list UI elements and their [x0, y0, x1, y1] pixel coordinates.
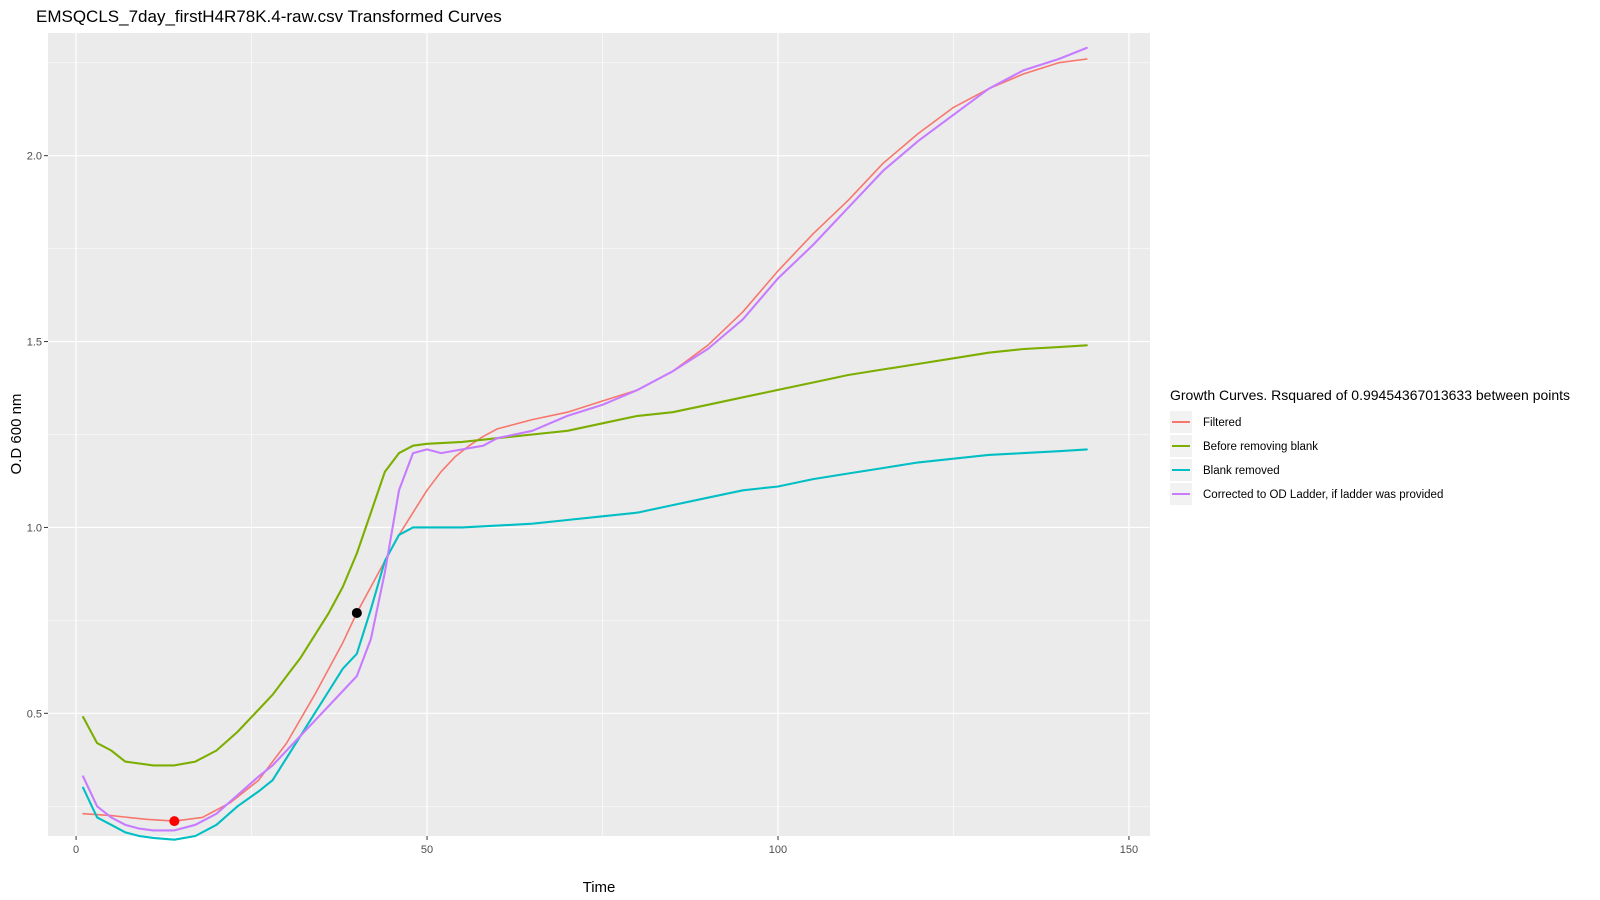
y-tick-label: 1.5 [27, 337, 42, 349]
grid-minor [48, 33, 1150, 836]
x-tick-label: 50 [421, 844, 433, 856]
y-axis-title: O.D 600 nm [8, 394, 25, 475]
marker-layer [169, 607, 362, 827]
y-axis: 0.5 1.0 1.5 2.0 [27, 151, 48, 720]
y-tick-label: 1.0 [27, 522, 42, 534]
legend-items: Filtered Before removing blank Blank remov… [1170, 411, 1443, 505]
chart-title: EMSQCLS_7day_firstH4R78K.4-raw.csv Trans… [36, 7, 502, 26]
legend-title: Growth Curves. Rsquared of 0.99454367013… [1170, 387, 1570, 403]
series-line-3 [82, 448, 1088, 841]
marker-point-2 [351, 607, 362, 618]
marker-point-1 [169, 816, 180, 827]
legend: Growth Curves. Rsquared of 0.99454367013… [1170, 387, 1570, 505]
x-tick-label: 0 [73, 844, 79, 856]
y-tick-label: 0.5 [27, 708, 42, 720]
series-line-4 [82, 46, 1088, 832]
x-tick-label: 150 [1120, 844, 1138, 856]
y-tick-label: 2.0 [27, 151, 42, 163]
legend-label-1: Filtered [1203, 417, 1241, 429]
x-tick-label: 100 [769, 844, 787, 856]
legend-label-2: Before removing blank [1203, 441, 1318, 453]
series-layer [82, 46, 1088, 841]
legend-label-4: Corrected to OD Ladder, if ladder was pr… [1203, 489, 1443, 501]
x-axis-title: Time [583, 879, 616, 896]
legend-label-3: Blank removed [1203, 465, 1280, 477]
x-axis: 0 50 100 150 [73, 836, 1138, 856]
grid-major [48, 33, 1150, 836]
series-line-2 [82, 344, 1088, 767]
